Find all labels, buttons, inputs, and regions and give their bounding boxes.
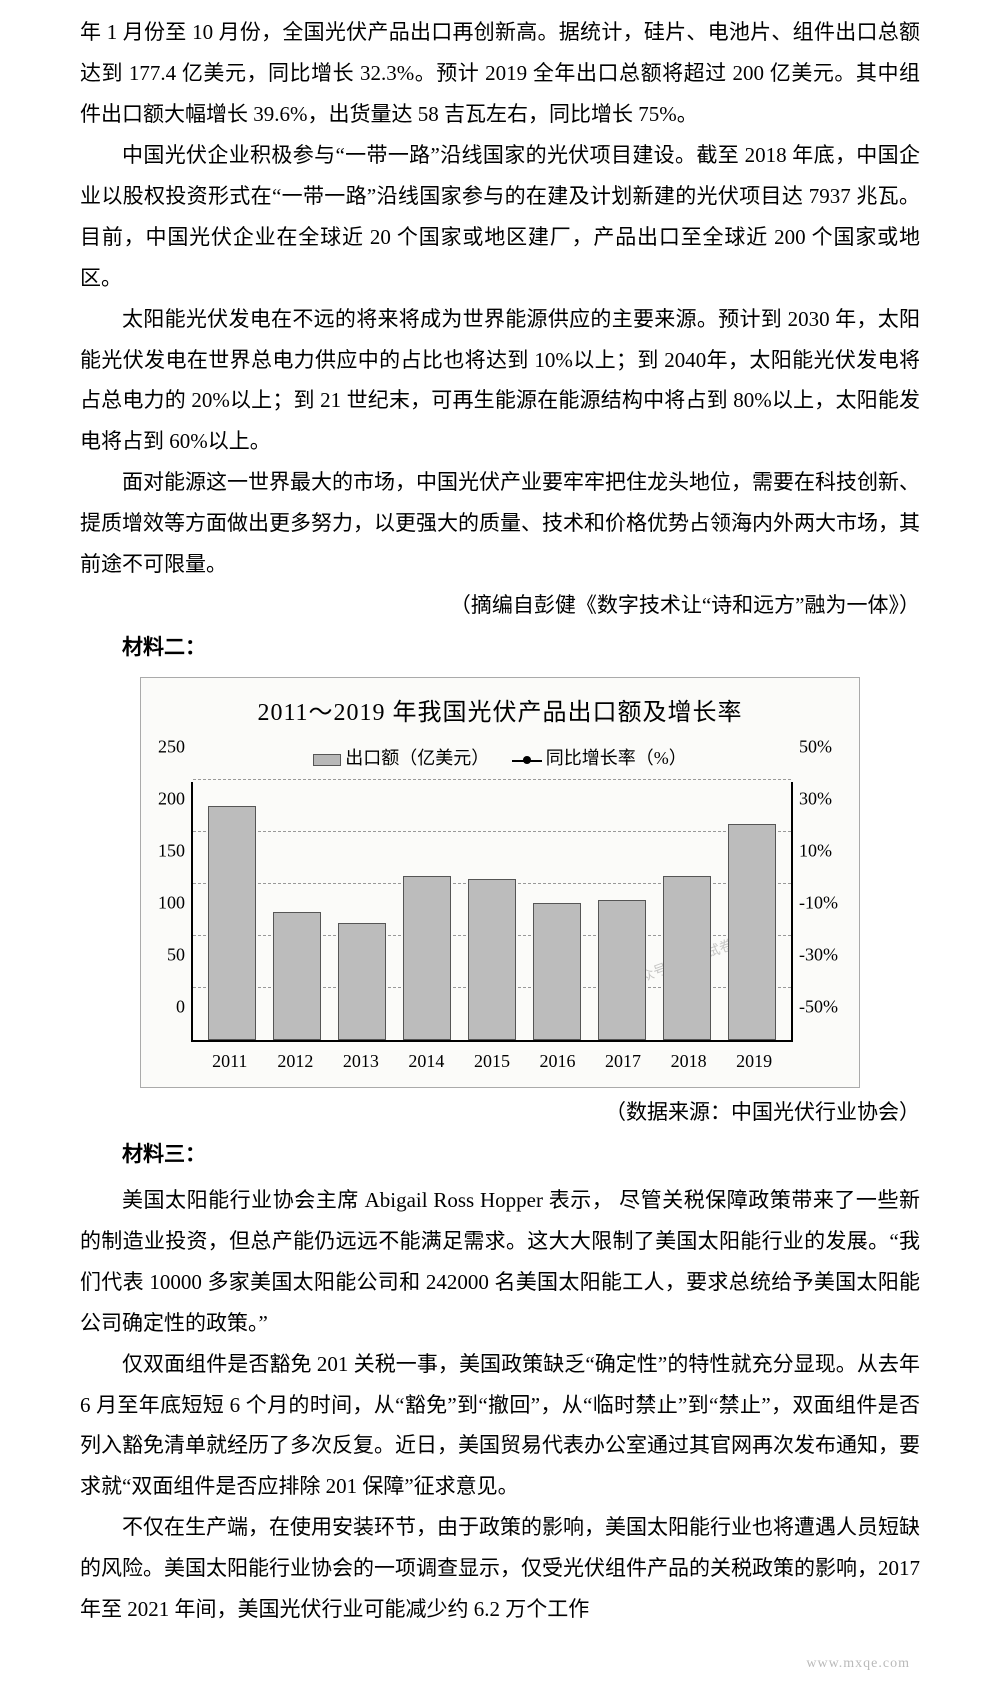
m1-p4: 面对能源这一世界最大的市场，中国光伏产业要牢牢把住龙头地位，需要在科技创新、提质… [80, 462, 920, 585]
chart-title: 2011～2019 年我国光伏产品出口额及增长率 [151, 690, 849, 737]
m1-p2: 中国光伏企业积极参与“一带一路”沿线国家的光伏项目建设。截至 2018 年底，中… [80, 135, 920, 299]
legend-line-label: 同比增长率（%） [546, 748, 687, 768]
y-axis-right: -50%-30%-10%10%30%50% [793, 782, 849, 1042]
m1-attribution: （摘编自彭健《数字技术让“诗和远方”融为一体》） [80, 585, 920, 626]
m1-p1: 年 1 月份至 10 月份，全国光伏产品出口再创新高。据统计，硅片、电池片、组件… [80, 12, 920, 135]
m3-p2: 仅双面组件是否豁免 201 关税一事，美国政策缺乏“确定性”的特性就充分显现。从… [80, 1344, 920, 1508]
label-material3: 材料三： [80, 1135, 920, 1176]
footer-watermark: www.mxqe.com [80, 1650, 920, 1677]
m3-p1: 美国太阳能行业协会主席 Abigail Ross Hopper 表示， 尽管关税… [80, 1180, 920, 1344]
chart-source: （数据来源：中国光伏行业协会） [80, 1092, 920, 1133]
x-axis: 201120122013201420152016201720182019 [191, 1042, 793, 1079]
legend-bar-label: 出口额（亿美元） [345, 748, 489, 768]
legend-line-icon [512, 753, 542, 767]
growth-line [193, 782, 791, 1040]
chart: 2011～2019 年我国光伏产品出口额及增长率 出口额（亿美元） 同比增长率（… [140, 677, 860, 1088]
legend-bar-icon [313, 754, 341, 766]
label-material2: 材料二： [80, 628, 920, 669]
y-axis-left: 050100150200250 [151, 782, 191, 1042]
m3-p3: 不仅在生产端，在使用安装环节，由于政策的影响，美国太阳能行业也将遭遇人员短缺的风… [80, 1507, 920, 1630]
plot-area: 微信公众号（高三试卷） [191, 782, 793, 1042]
m1-p3: 太阳能光伏发电在不远的将来将成为世界能源供应的主要来源。预计到 2030 年，太… [80, 299, 920, 463]
chart-legend: 出口额（亿美元） 同比增长率（%） [151, 741, 849, 776]
